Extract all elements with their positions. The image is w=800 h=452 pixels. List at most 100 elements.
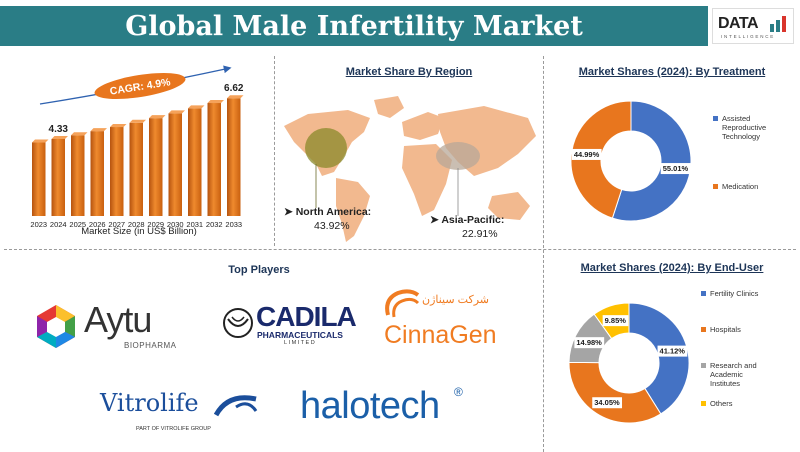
legend-swatch-blue: [713, 116, 718, 121]
map-europe: [402, 112, 444, 140]
bar-top: [168, 110, 185, 114]
legend-label: Fertility Clinics: [710, 289, 759, 298]
header: Global Male Infertility Market DATA INTE…: [0, 0, 800, 50]
x-tick-label: 2030: [167, 220, 184, 229]
market-size-panel: 2023 2024 4.33 2025 2026 2027 2028 2029 2030 2031…: [8, 56, 270, 246]
end-user-panel: Market Shares (2024): By End-User 41.12%…: [547, 253, 797, 450]
donut-slice: [568, 361, 662, 424]
datam-logo: DATA INTELLIGENCE: [712, 8, 794, 44]
bar-top: [149, 115, 166, 119]
top-players-title: Top Players: [228, 264, 290, 276]
data-label: 4.33: [49, 124, 69, 135]
x-tick-label: 2026: [89, 220, 106, 229]
bar-top: [110, 124, 127, 128]
halotech-logo: halotech ®: [300, 385, 470, 435]
bar-top: [32, 139, 49, 143]
data-label: 6.62: [224, 83, 244, 94]
bar: [207, 103, 221, 216]
value-label-box: [574, 337, 605, 349]
value-label: 34.05%: [594, 398, 620, 407]
bar: [129, 122, 143, 216]
separator: [274, 56, 275, 246]
x-tick-label: 2025: [69, 220, 86, 229]
value-label: 14.98%: [576, 338, 602, 347]
north-america-highlight: [305, 128, 347, 168]
logo-sub: INTELLIGENCE: [721, 34, 776, 39]
market-size-xlabel: Market Size (in US$ Billion): [81, 226, 197, 237]
legend-swatch-gray: [701, 363, 706, 368]
x-tick-label: 2033: [225, 220, 242, 229]
vitrolife-logo: Vitrolife PART OF VITROLIFE GROUP: [100, 389, 260, 439]
legend-swatch-orange: [701, 327, 706, 332]
chevron-right-icon: ➤: [284, 206, 296, 218]
legend-label: Medication: [722, 182, 759, 191]
bar-top: [51, 135, 68, 139]
x-tick-label: 2031: [186, 220, 203, 229]
cinnagen-name: CinnaGen: [384, 321, 497, 349]
map-south-america: [336, 178, 370, 242]
market-size-chart: 2023 2024 4.33 2025 2026 2027 2028 2029 2030 2031…: [30, 65, 244, 229]
page-title: Global Male Infertility Market: [125, 10, 583, 42]
legend-swatch-blue: [701, 291, 706, 296]
legend-item: Research and Academic Institutes: [701, 361, 773, 388]
cinnagen-mark-icon: [385, 289, 420, 318]
separator: [543, 56, 544, 452]
north-america-name: North America:: [295, 206, 372, 218]
x-tick-label: 2023: [30, 220, 47, 229]
legend-label: Hospitals: [710, 325, 741, 334]
region-title: Market Share By Region: [345, 66, 473, 78]
value-label-box: [657, 345, 688, 357]
chevron-right-icon: ➤: [430, 214, 442, 226]
donut-slice: [611, 100, 692, 222]
bar: [32, 142, 46, 216]
legend-label: Research and Academic Institutes: [710, 361, 757, 388]
bar-top: [227, 95, 244, 99]
logo-bars-icon: [770, 16, 786, 32]
bar: [227, 98, 241, 216]
asia-pacific-name: Asia-Pacific:: [441, 214, 505, 226]
donut-slice: [628, 302, 690, 415]
vitrolife-name: Vitrolife: [100, 389, 199, 417]
aytu-hexagon-icon: [37, 305, 75, 348]
treatment-donut-chart: 55.01% 44.99%: [570, 100, 692, 222]
end-user-title: Market Shares (2024): By End-User: [580, 262, 764, 274]
bar: [110, 127, 124, 216]
end-user-donut-chart: 41.12% 34.05% 14.98% 9.85%: [568, 302, 690, 424]
bar-top: [129, 119, 146, 123]
cadila-emblem-icon: [223, 308, 253, 338]
x-tick-label: 2029: [147, 220, 164, 229]
value-label: 44.99%: [574, 150, 600, 159]
value-label-box: [602, 315, 629, 327]
aytu-sub: BIOPHARMA: [124, 341, 177, 350]
legend-item: Medication: [713, 182, 793, 191]
bar: [90, 131, 104, 216]
legend-label: Assisted Reproductive Technology: [722, 114, 767, 141]
x-tick-label: 2028: [128, 220, 145, 229]
x-tick-label: 2027: [108, 220, 125, 229]
separator: [4, 249, 796, 250]
bar: [168, 113, 182, 216]
world-map: [284, 96, 536, 242]
cadila-sub: PHARMACEUTICALS: [257, 330, 343, 340]
treatment-panel: Market Shares (2024): By Treatment 55.01…: [547, 56, 797, 246]
legend-item: Assisted Reproductive Technology: [713, 114, 793, 141]
bar: [188, 108, 202, 216]
logo-word: DATA: [718, 15, 759, 32]
legend-swatch-yellow: [701, 401, 706, 406]
legend-item: Fertility Clinics: [701, 289, 793, 298]
bar-top: [207, 100, 224, 104]
bar-top: [188, 105, 205, 109]
bar: [71, 135, 85, 216]
top-players-panel: Top Players Aytu BIOPHARMA CADILA PHARMA…: [4, 253, 540, 450]
halotech-registered: ®: [454, 385, 463, 399]
halotech-name: halotech: [300, 385, 440, 427]
value-label-box: [571, 148, 602, 160]
asia-pacific-value: 22.91%: [462, 228, 498, 240]
aytu-name: Aytu: [84, 299, 152, 340]
bar: [149, 118, 163, 216]
cadila-logo: CADILA PHARMACEUTICALS LIMITED: [222, 301, 357, 353]
legend-label: Others: [710, 399, 733, 408]
cadila-sub2: LIMITED: [284, 340, 317, 346]
aytu-logo: Aytu BIOPHARMA: [34, 299, 214, 353]
cinnagen-logo: شرکت سیناژن CinnaGen: [382, 285, 522, 355]
